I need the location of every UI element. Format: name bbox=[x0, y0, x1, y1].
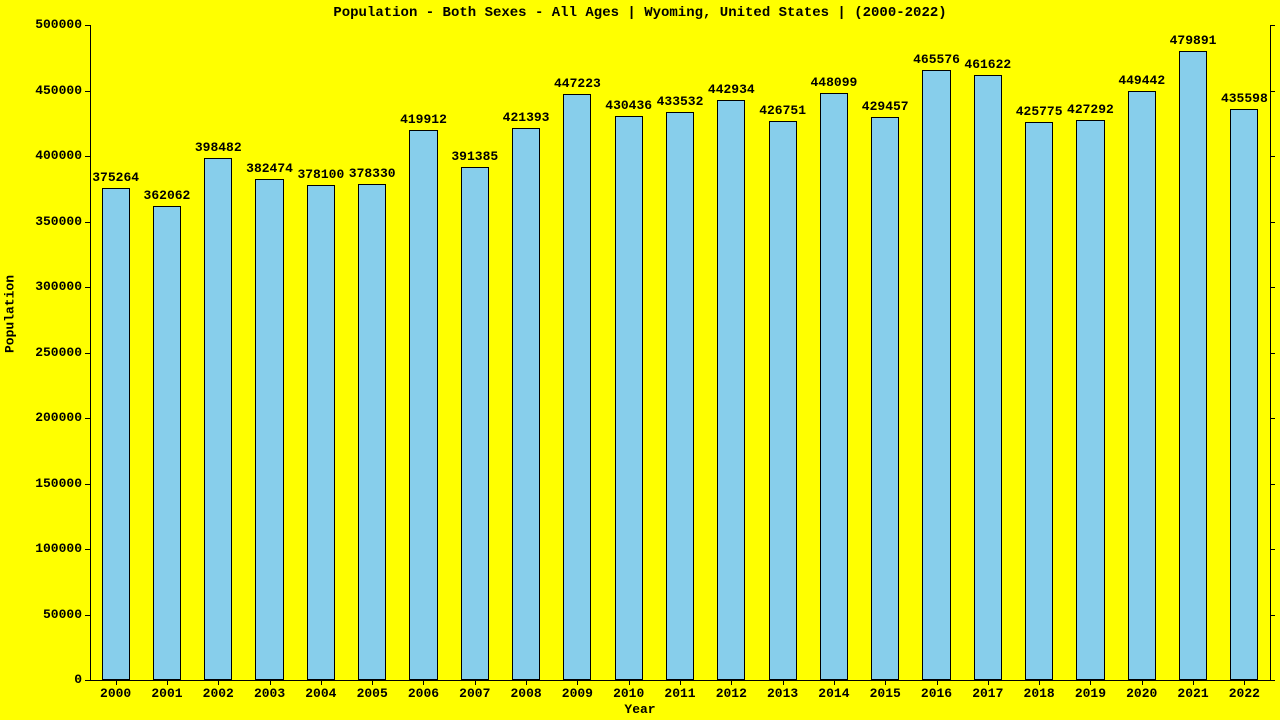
x-tick-label: 2012 bbox=[706, 686, 756, 701]
y-tick-label: 150000 bbox=[35, 476, 82, 491]
x-tick-label: 2013 bbox=[758, 686, 808, 701]
bar-value-label: 479891 bbox=[1163, 33, 1223, 48]
bar-value-label: 442934 bbox=[701, 82, 761, 97]
bar bbox=[102, 188, 130, 680]
bar bbox=[255, 179, 283, 680]
bar-value-label: 375264 bbox=[86, 170, 146, 185]
bar bbox=[204, 158, 232, 680]
y-tick-label: 450000 bbox=[35, 83, 82, 98]
bar bbox=[461, 167, 489, 680]
x-tick-label: 2014 bbox=[809, 686, 859, 701]
bar bbox=[1025, 122, 1053, 680]
bar-value-label: 398482 bbox=[188, 140, 248, 155]
bar bbox=[1128, 91, 1156, 680]
bar-value-label: 449442 bbox=[1112, 73, 1172, 88]
y-tick-label: 400000 bbox=[35, 148, 82, 163]
x-tick-label: 2006 bbox=[398, 686, 448, 701]
y-tick-label: 0 bbox=[74, 672, 82, 687]
x-tick-label: 2008 bbox=[501, 686, 551, 701]
bar bbox=[820, 93, 848, 680]
x-tick-label: 2009 bbox=[552, 686, 602, 701]
bar-value-label: 447223 bbox=[547, 76, 607, 91]
x-tick-label: 2002 bbox=[193, 686, 243, 701]
bar bbox=[512, 128, 540, 680]
y-tick-label: 50000 bbox=[43, 607, 82, 622]
x-tick-label: 2005 bbox=[347, 686, 397, 701]
x-tick-label: 2020 bbox=[1117, 686, 1167, 701]
x-tick-label: 2018 bbox=[1014, 686, 1064, 701]
bar-value-label: 391385 bbox=[445, 149, 505, 164]
bar bbox=[563, 94, 591, 680]
bar-value-label: 448099 bbox=[804, 75, 864, 90]
bar bbox=[769, 121, 797, 680]
bar bbox=[871, 117, 899, 680]
bar-value-label: 421393 bbox=[496, 110, 556, 125]
bar bbox=[922, 70, 950, 680]
x-tick-label: 2007 bbox=[450, 686, 500, 701]
x-tick-label: 2004 bbox=[296, 686, 346, 701]
bar-value-label: 378330 bbox=[342, 166, 402, 181]
bar-value-label: 419912 bbox=[393, 112, 453, 127]
x-tick-label: 2011 bbox=[655, 686, 705, 701]
x-axis-label: Year bbox=[0, 702, 1280, 717]
y-tick-label: 300000 bbox=[35, 279, 82, 294]
x-tick-label: 2019 bbox=[1065, 686, 1115, 701]
x-tick-label: 2022 bbox=[1219, 686, 1269, 701]
x-tick-label: 2010 bbox=[604, 686, 654, 701]
y-axis-label: Population bbox=[3, 274, 18, 352]
y-tick-label: 250000 bbox=[35, 345, 82, 360]
x-tick-label: 2003 bbox=[245, 686, 295, 701]
bar bbox=[409, 130, 437, 680]
x-tick-label: 2015 bbox=[860, 686, 910, 701]
bar bbox=[1076, 120, 1104, 680]
bar bbox=[974, 75, 1002, 680]
bar bbox=[666, 112, 694, 680]
x-tick-label: 2000 bbox=[91, 686, 141, 701]
bar bbox=[717, 100, 745, 680]
bar bbox=[153, 206, 181, 680]
y-tick-label: 200000 bbox=[35, 410, 82, 425]
y-tick-label: 500000 bbox=[35, 17, 82, 32]
bar-value-label: 362062 bbox=[137, 188, 197, 203]
bar-value-label: 426751 bbox=[753, 103, 813, 118]
bar-value-label: 435598 bbox=[1214, 91, 1274, 106]
bar-value-label: 429457 bbox=[855, 99, 915, 114]
bar bbox=[307, 185, 335, 680]
chart-title: Population - Both Sexes - All Ages | Wyo… bbox=[0, 5, 1280, 21]
y-tick-label: 350000 bbox=[35, 214, 82, 229]
bar-value-label: 427292 bbox=[1060, 102, 1120, 117]
bar bbox=[358, 184, 386, 680]
y-tick-label: 100000 bbox=[35, 541, 82, 556]
x-tick-label: 2017 bbox=[963, 686, 1013, 701]
bar bbox=[1179, 51, 1207, 680]
bar-value-label: 461622 bbox=[958, 57, 1018, 72]
bar bbox=[1230, 109, 1258, 680]
x-tick-label: 2021 bbox=[1168, 686, 1218, 701]
bar bbox=[615, 116, 643, 680]
x-tick-label: 2016 bbox=[912, 686, 962, 701]
x-tick-label: 2001 bbox=[142, 686, 192, 701]
population-bar-chart: Population - Both Sexes - All Ages | Wyo… bbox=[0, 0, 1280, 720]
